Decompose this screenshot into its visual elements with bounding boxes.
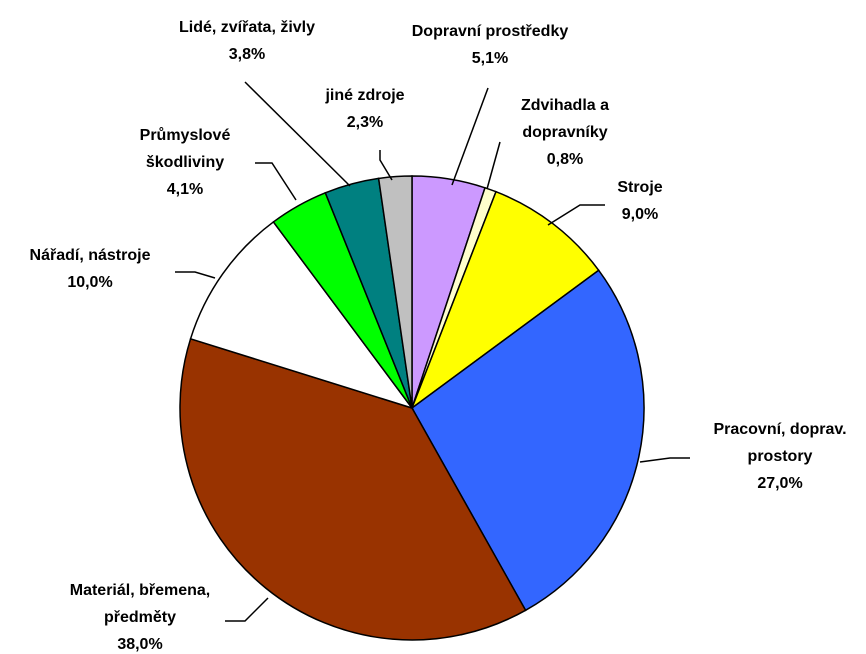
slice-label: škodliviny	[146, 154, 224, 171]
value-label: 4,1%	[167, 181, 203, 198]
leader-line	[225, 597, 269, 622]
value-label: 10,0%	[67, 274, 112, 291]
pie-slice	[410, 190, 600, 411]
slice-label: dopravníky	[522, 124, 607, 141]
value-label: 9,0%	[622, 206, 658, 223]
slice-label: Pracovní, doprav.	[713, 421, 846, 438]
slice-label: Zdvihadla a	[521, 97, 609, 114]
slice-label: Průmyslové	[140, 127, 231, 144]
leader-line	[451, 87, 489, 186]
pie-slice	[179, 337, 527, 641]
slice-label: předměty	[104, 609, 176, 626]
leader-line	[639, 457, 690, 463]
leader-line	[547, 204, 605, 226]
leader-line	[255, 162, 297, 201]
slice-label: jiné zdroje	[324, 87, 404, 104]
slice-label: prostory	[748, 448, 813, 465]
leader-line	[379, 150, 393, 181]
pie-slice	[377, 175, 413, 409]
value-label: 2,3%	[347, 114, 383, 131]
slice-label: Dopravní prostředky	[412, 23, 569, 40]
value-label: 0,8%	[547, 151, 583, 168]
slice-label: Nářadí, nástroje	[30, 247, 151, 264]
leader-line	[244, 81, 351, 187]
slice-label: Materiál, břemena,	[70, 582, 211, 599]
value-label: 3,8%	[229, 46, 265, 63]
value-label: 27,0%	[757, 475, 802, 492]
leader-line	[175, 271, 216, 279]
slice-label: Lidé, zvířata, živly	[179, 19, 315, 36]
value-label: 38,0%	[117, 636, 162, 653]
leader-line	[486, 141, 501, 190]
value-label: 5,1%	[472, 50, 508, 67]
pie-slice	[411, 269, 645, 612]
slice-label: Stroje	[617, 179, 662, 196]
pie-slice	[189, 220, 414, 410]
